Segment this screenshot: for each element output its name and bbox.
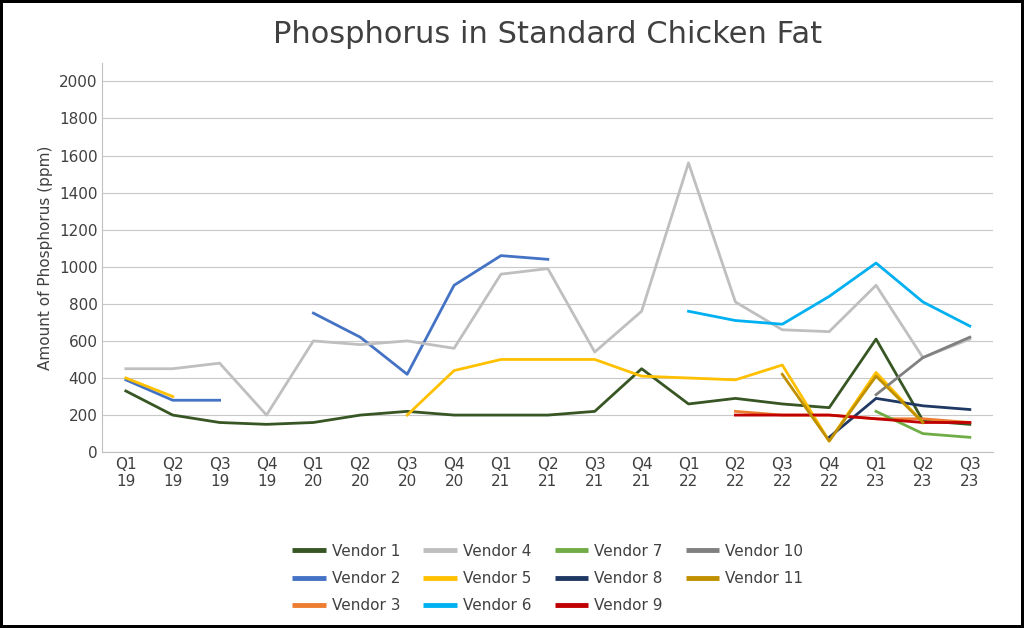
Title: Phosphorus in Standard Chicken Fat: Phosphorus in Standard Chicken Fat <box>273 20 822 50</box>
Y-axis label: Amount of Phosphorus (ppm): Amount of Phosphorus (ppm) <box>38 145 53 370</box>
Legend: Vendor 1, Vendor 2, Vendor 3, Vendor 4, Vendor 5, Vendor 6, Vendor 7, Vendor 8, : Vendor 1, Vendor 2, Vendor 3, Vendor 4, … <box>286 538 810 619</box>
